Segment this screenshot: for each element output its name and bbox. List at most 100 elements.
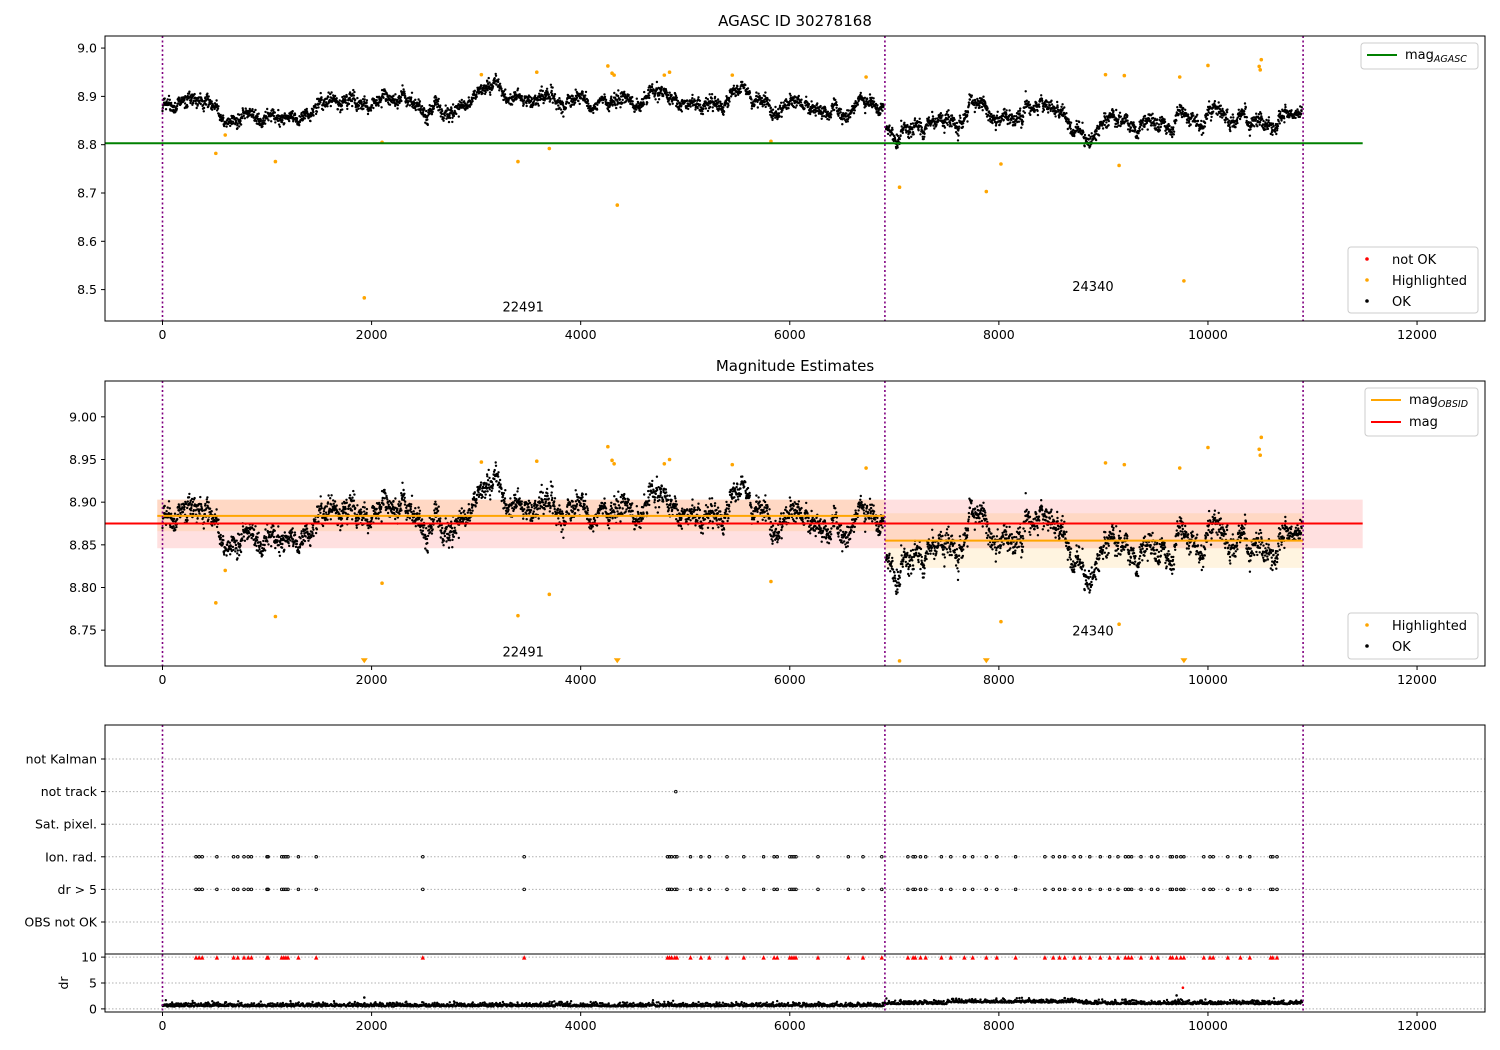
panel2-ok-point [344,507,347,511]
panel1-ok-point [320,98,323,102]
panel1-ok-point [432,105,436,108]
panel2-ok-point [219,533,222,537]
panel2-ok-point [241,525,245,528]
panel1-ok-point [771,117,774,120]
panel1-ok-point [431,110,434,114]
panel1-ok-point [467,96,470,99]
panel1-ok-point [1224,113,1227,116]
panel1-ytick-label: 8.5 [77,282,97,297]
panel1-ok-point [595,108,599,111]
panel2-ok-point [248,531,251,535]
panel1-ok-point [1278,112,1282,116]
panel2-ok-point [352,499,356,502]
panel1-ok-point [392,94,395,98]
panel1-ok-point [1008,109,1011,112]
panel1-ok-point [327,91,330,94]
panel1-ok-point [833,108,836,112]
panel1-ok-point [746,87,750,90]
panel1-ok-point [1248,134,1252,137]
panel1-ok-point [321,108,325,112]
panel1-ok-point [633,110,636,113]
panel1-ok-point [450,109,454,113]
panel2-ok-point [326,518,329,521]
panel1-ok-point [301,118,305,122]
panel1-ok-point [441,109,444,113]
panel2-ok-point [351,518,354,521]
panel1-ok-point [425,109,428,113]
legend-label-ok: OK [1392,295,1411,310]
panel1-ok-point [903,121,906,125]
panel1-xtick-label: 2000 [356,327,388,342]
panel1-ok-point [1157,123,1161,126]
panel2-ok-point [200,507,204,510]
panel1-ok-point [876,104,879,107]
panel2-ok-point [199,495,202,499]
panel1-ok-point [186,105,189,108]
panel2-ok-point [274,546,277,550]
panel1-ok-point [551,101,554,104]
panel1-ok-point [494,74,498,78]
panel1-ok-point [994,128,997,132]
panel1-ok-point [668,91,671,94]
panel1-ok-point [277,108,280,112]
panel1-ok-point [339,111,342,114]
panel2-ok-point [283,531,286,534]
panel1-ok-point [780,115,783,119]
panel2-ok-point [304,535,307,538]
panel1-ok-point [728,100,731,103]
panel1-ok-point [264,110,267,114]
panel1-ok-point [648,96,651,100]
panel1-ok-point [375,99,378,102]
panel1-ok-point [847,109,850,112]
panel1-ok-point [834,98,837,102]
panel1-ok-point [1116,121,1120,125]
panel1-ok-point [1174,122,1177,125]
panel1-ok-point [354,98,357,101]
panel1-ok-point [671,102,674,105]
panel1-ok-point [1226,108,1229,111]
panel1-ok-point [482,87,485,90]
panel2-ok-point [322,510,326,513]
panel1-ok-point [510,103,514,106]
panel1-ok-point [856,103,859,106]
panel1-ok-point [701,110,704,113]
panel1-ok-point [238,113,241,117]
panel1-ok-point [703,104,707,108]
panel1-ok-point [379,100,382,104]
panel1-ok-point [639,109,642,113]
panel1-ok-point [438,108,441,111]
panel1-ok-point [1266,127,1270,131]
panel1-ok-point [911,128,914,131]
panel1-ok-point [332,94,335,97]
panel1-ok-point [1129,126,1133,129]
panel1-ok-point [291,110,294,113]
panel1-ok-point [1107,124,1110,127]
panel1-ok-point [484,90,487,94]
panel2-ok-point [345,498,348,501]
panel1-highlighted-point [612,73,616,77]
panel1-ok-point [425,116,429,119]
panel1-ok-point [650,86,654,89]
panel1-ok-point [205,103,208,106]
panel2-ok-point [291,531,294,534]
panel1-ok-point [413,101,416,105]
panel1-ok-point [187,92,191,95]
panel1-ok-point [1029,113,1032,117]
panel1-ok-point [1083,133,1087,137]
panel1-ok-point [756,106,759,109]
panel1-highlighted-point [516,159,520,164]
panel1-ok-point [901,131,904,135]
panel1-ok-point [689,105,692,108]
panel1-ok-point [448,114,451,117]
panel1-ok-point [509,93,512,96]
panel1-ok-point [311,108,315,111]
panel2-ok-point [233,541,237,544]
panel1-ok-point [1137,137,1140,140]
panel1-ok-point [748,91,752,94]
panel1-ok-point [504,88,507,91]
panel1-ok-point [312,110,315,114]
panel1-ok-point [1177,113,1180,116]
panel1-highlighted-point [730,73,735,77]
panel1-ok-point [973,103,976,107]
